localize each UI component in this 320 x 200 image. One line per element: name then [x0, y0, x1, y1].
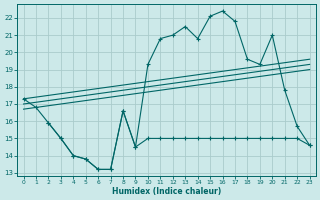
- X-axis label: Humidex (Indice chaleur): Humidex (Indice chaleur): [112, 187, 221, 196]
